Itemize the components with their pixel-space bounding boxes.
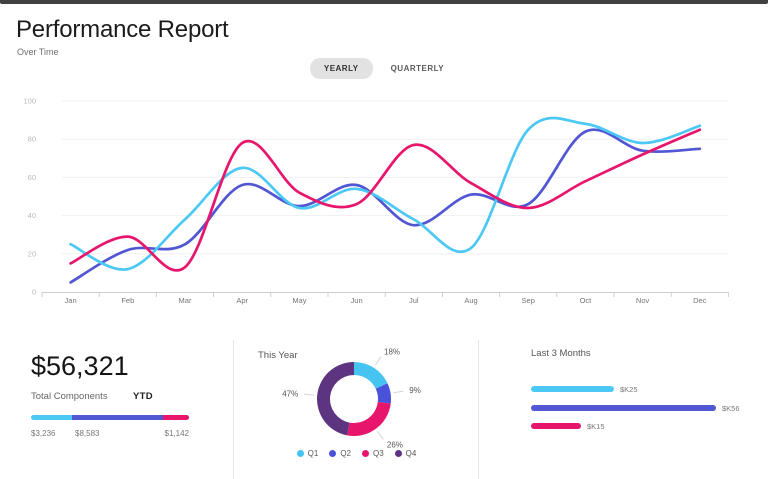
- donut-slice-q2: [375, 383, 391, 404]
- stack-segment-label-3: $1,142: [164, 429, 189, 438]
- stack-segment-label-2: $8,583: [75, 429, 100, 438]
- y-axis-label: 40: [28, 211, 36, 220]
- page-subtitle: Over Time: [17, 47, 59, 57]
- legend-label: Q3: [373, 449, 384, 458]
- pink-series-line: [69, 128, 702, 272]
- page-title: Performance Report: [16, 16, 229, 43]
- legend-dot-icon: [296, 450, 304, 457]
- donut-slice-q4: [317, 362, 354, 436]
- donut-callout-line: [375, 356, 382, 366]
- legend-item-q2[interactable]: Q2: [329, 449, 351, 458]
- x-axis-label: Sep: [522, 296, 535, 305]
- donut-callout-line: [304, 393, 315, 396]
- legend-label: Q4: [405, 449, 417, 458]
- x-axis-label: May: [292, 296, 306, 305]
- hbar-value-label: $K15: [587, 421, 605, 431]
- x-axis-label: Aug: [464, 296, 477, 305]
- y-axis-label: 80: [28, 135, 36, 144]
- indigo-series-line: [69, 128, 702, 284]
- donut-pct-label: 26%: [387, 440, 403, 449]
- total-value: $56,321: [31, 351, 129, 381]
- ytd-badge: YTD: [133, 391, 153, 402]
- last-3-months-title: Last 3 Months: [531, 348, 591, 359]
- this-year-title: This Year: [258, 350, 298, 361]
- performance-line-chart: 0 20 40 60 80 100 Jan Feb Mar Apr May Jun Jul Aug Sep O…: [23, 97, 729, 305]
- donut-callout-line: [377, 431, 384, 440]
- hbar-3: [531, 423, 581, 429]
- y-axis-label: 60: [28, 173, 36, 182]
- components-stacked-bar: [31, 415, 189, 420]
- donut-slice-q3: [347, 402, 391, 436]
- tab-yearly[interactable]: YEARLY: [309, 58, 373, 79]
- x-axis-label: Jun: [351, 296, 363, 305]
- donut-callout-line: [393, 390, 404, 394]
- hbar-row-1: $K25: [531, 384, 638, 394]
- x-axis-label: Feb: [121, 296, 134, 305]
- donut-pct-label: 47%: [282, 390, 298, 399]
- hbar-value-label: $K25: [620, 384, 638, 394]
- stack-segment-1: [31, 415, 72, 420]
- last-3-months-panel: Last 3 Months $K25 $K56 $K15: [478, 340, 768, 479]
- tab-quarterly[interactable]: QUARTERLY: [377, 58, 459, 79]
- stack-segment-2: [72, 415, 163, 420]
- legend-dot-icon: [329, 450, 337, 457]
- legend-dot-icon: [394, 450, 402, 457]
- stack-segment-3: [163, 415, 189, 420]
- legend-item-q1[interactable]: Q1: [296, 449, 319, 458]
- y-axis-label: 20: [28, 249, 36, 258]
- donut-pct-label: 9%: [409, 386, 421, 395]
- legend-item-q4[interactable]: Q4: [394, 449, 417, 458]
- this-year-panel: This Year 18% 9% 26% 47% Q1 Q2 Q3 Q4: [233, 340, 478, 479]
- total-components-panel: $56,321 Total Components YTD $3,236 $8,58…: [0, 340, 233, 479]
- cyan-series-line: [69, 116, 702, 271]
- x-axis-label: Nov: [636, 296, 650, 305]
- x-axis-label: Mar: [179, 296, 192, 305]
- quarter-legend: Q1 Q2 Q3 Q4: [234, 449, 479, 458]
- this-year-donut-chart: 18% 9% 26% 47%: [282, 348, 421, 450]
- hbar-row-2: $K56: [531, 403, 740, 413]
- total-label: Total Components: [31, 391, 108, 402]
- legend-label: Q1: [307, 449, 319, 458]
- hbar-value-label: $K56: [722, 403, 740, 413]
- hbar-2: [531, 405, 716, 411]
- hbar-1: [531, 386, 614, 392]
- legend-dot-icon: [362, 450, 369, 457]
- y-axis-label: 0: [32, 288, 36, 297]
- x-axis-label: Jul: [409, 296, 419, 305]
- hbar-row-3: $K15: [531, 421, 605, 431]
- summary-section: $56,321 Total Components YTD $3,236 $8,58…: [0, 340, 768, 479]
- y-axis-label: 100: [23, 97, 36, 106]
- donut-pct-label: 18%: [384, 348, 400, 357]
- legend-item-q3[interactable]: Q3: [362, 449, 384, 458]
- x-axis-label: Jan: [65, 296, 77, 305]
- x-axis-label: Apr: [236, 296, 248, 305]
- stack-segment-label-1: $3,236: [31, 429, 56, 438]
- window-accent-bar: [0, 0, 768, 4]
- x-axis-label: Oct: [580, 296, 593, 305]
- donut-slice-q1: [354, 362, 388, 389]
- legend-label: Q2: [340, 449, 351, 458]
- x-axis-label: Dec: [693, 296, 707, 305]
- period-toggle: YEARLY QUARTERLY: [0, 58, 768, 79]
